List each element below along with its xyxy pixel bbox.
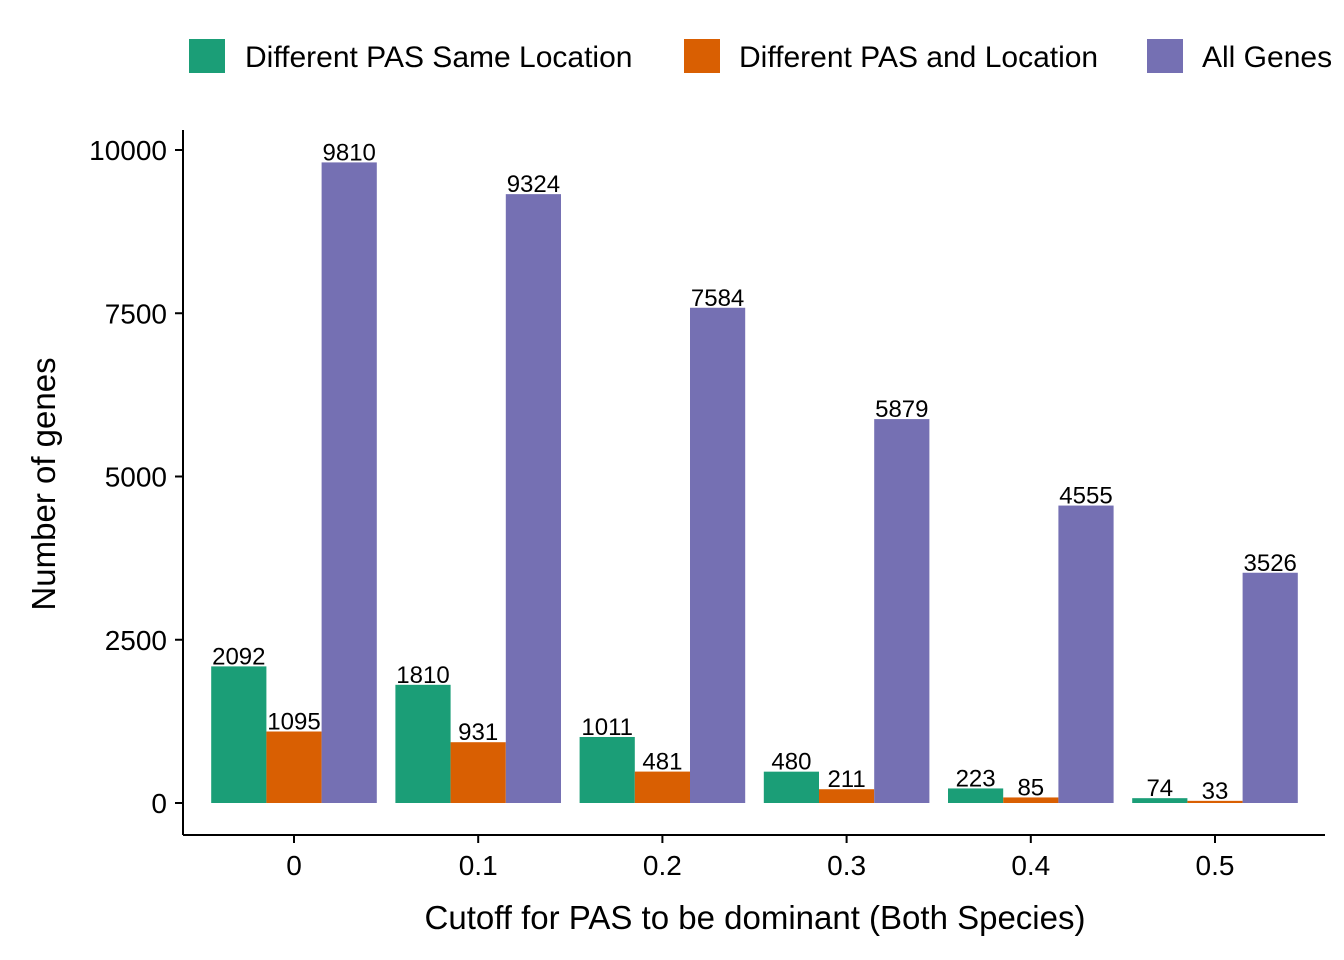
data-label-different-pas-same-location-cutoff-0-2: 1011 [581, 714, 633, 741]
bar-different-pas-same-location-cutoff-0-5 [1132, 798, 1188, 803]
x-axis: 0 0.1 0.2 0.3 0.4 0.5 [183, 834, 1325, 881]
legend-label-different-pas-same-location: Different PAS Same Location [245, 41, 632, 74]
data-label-different-pas-same-location-cutoff-0-5: 74 [1146, 775, 1173, 802]
bar-different-pas-same-location-cutoff-0-4 [948, 788, 1004, 803]
data-label-different-pas-and-location-cutoff-0-1: 931 [458, 719, 498, 746]
data-label-different-pas-same-location-cutoff-0: 2092 [212, 643, 265, 670]
x-tick-label-0-3: 0.3 [827, 850, 866, 881]
y-axis-title: Number of genes [25, 357, 62, 610]
data-label-all-genes-cutoff-0-3: 5879 [875, 396, 928, 423]
x-tick-label-0: 0 [286, 850, 302, 881]
data-label-all-genes-cutoff-0: 9810 [323, 139, 376, 166]
bar-different-pas-same-location-cutoff-0-2 [579, 736, 635, 803]
legend-swatch-different-pas-and-location [684, 39, 720, 73]
data-label-different-pas-same-location-cutoff-0-1: 1810 [396, 662, 449, 689]
y-tick-label-5000: 5000 [105, 462, 167, 493]
bar-all-genes-cutoff-0-1 [505, 194, 561, 803]
legend-label-all-genes: All Genes [1202, 41, 1332, 74]
y-tick-label-0: 0 [151, 788, 167, 819]
legend-swatch-different-pas-same-location [189, 39, 225, 73]
data-label-different-pas-and-location-cutoff-0-4: 85 [1017, 774, 1044, 801]
bar-all-genes-cutoff-0 [321, 162, 377, 803]
data-label-different-pas-same-location-cutoff-0-3: 480 [771, 749, 811, 776]
bars-group [211, 162, 1298, 803]
data-label-different-pas-and-location-cutoff-0-3: 211 [827, 766, 865, 793]
data-label-different-pas-and-location-cutoff-0-2: 481 [642, 749, 682, 776]
bar-different-pas-and-location-cutoff-0-5 [1187, 800, 1243, 803]
data-labels-group: 2092 1095 9810 1810 931 9324 1011 481 7584 480 211… [212, 139, 1297, 804]
bar-different-pas-and-location-cutoff-0 [266, 731, 322, 803]
bar-different-pas-and-location-cutoff-0-3 [819, 789, 875, 803]
data-label-all-genes-cutoff-0-5: 3526 [1244, 550, 1297, 577]
legend-label-different-pas-and-location: Different PAS and Location [739, 41, 1098, 74]
bar-all-genes-cutoff-0-3 [874, 419, 930, 803]
legend-swatch-all-genes [1147, 39, 1183, 73]
y-tick-label-10000: 10000 [89, 135, 167, 166]
bar-all-genes-cutoff-0-4 [1058, 505, 1114, 803]
x-tick-label-0-1: 0.1 [459, 850, 498, 881]
y-tick-label-2500: 2500 [105, 625, 167, 656]
bar-different-pas-and-location-cutoff-0-2 [634, 771, 690, 803]
data-label-different-pas-same-location-cutoff-0-4: 223 [956, 765, 996, 792]
y-axis: 0 2500 5000 7500 10000 [89, 130, 184, 835]
data-label-all-genes-cutoff-0-2: 7584 [691, 285, 744, 312]
legend: Different PAS Same Location Different PA… [189, 39, 1332, 74]
bar-different-pas-and-location-cutoff-0-1 [450, 742, 506, 803]
bar-different-pas-same-location-cutoff-0 [211, 666, 267, 803]
x-tick-label-0-2: 0.2 [643, 850, 682, 881]
x-axis-title: Cutoff for PAS to be dominant (Both Spec… [425, 899, 1086, 936]
x-tick-label-0-4: 0.4 [1011, 850, 1050, 881]
x-tick-label-0-5: 0.5 [1196, 850, 1235, 881]
bar-different-pas-and-location-cutoff-0-4 [1003, 797, 1059, 803]
bar-different-pas-same-location-cutoff-0-3 [763, 771, 819, 803]
bar-all-genes-cutoff-0-5 [1242, 572, 1298, 803]
data-label-all-genes-cutoff-0-4: 4555 [1059, 483, 1112, 510]
bar-all-genes-cutoff-0-2 [690, 307, 746, 803]
data-label-different-pas-and-location-cutoff-0: 1095 [267, 709, 320, 736]
bar-different-pas-same-location-cutoff-0-1 [395, 684, 451, 803]
data-label-all-genes-cutoff-0-1: 9324 [507, 171, 560, 198]
data-label-different-pas-and-location-cutoff-0-5: 33 [1202, 778, 1229, 805]
y-tick-label-7500: 7500 [105, 298, 167, 329]
